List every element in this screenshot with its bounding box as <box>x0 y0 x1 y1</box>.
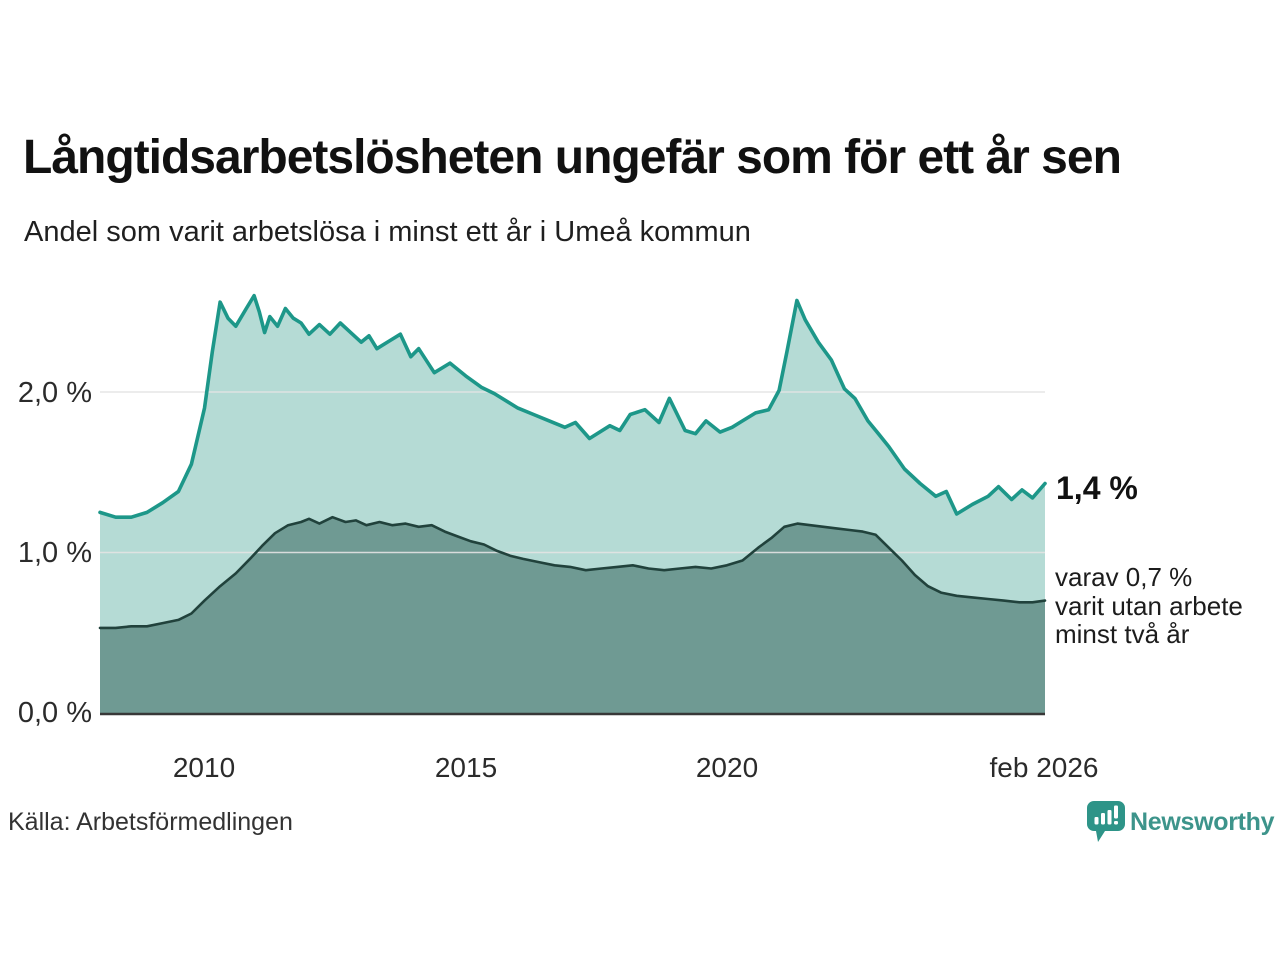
y-axis-label-2: 2,0 % <box>17 377 92 409</box>
two-year-note-line-3: minst två år <box>1055 619 1190 649</box>
newsworthy-logo-text: Newsworthy <box>1130 808 1275 836</box>
two-year-note-label: varav 0,7 % varit utan arbete minst två … <box>1055 563 1243 649</box>
x-axis-label-2015: 2015 <box>434 752 498 783</box>
page-title: Långtidsarbetslösheten ungefär som för e… <box>23 131 1122 184</box>
newsworthy-chart-bubble-icon <box>1087 801 1125 842</box>
x-axis-label-feb-2026: feb 2026 <box>989 752 1099 783</box>
y-axis-label-0: 0,0 % <box>17 697 92 729</box>
series-line-two-years <box>98 515 1047 630</box>
page-subtitle: Andel som varit arbetslösa i minst ett å… <box>24 216 751 248</box>
two-year-note-line-1: varav 0,7 % <box>1055 562 1193 592</box>
x-axis-label-2010: 2010 <box>172 752 236 783</box>
latest-total-value-label: 1,4 % <box>1056 470 1138 506</box>
x-axis-label-2020: 2020 <box>695 752 759 783</box>
y-axis-label-1: 1,0 % <box>17 537 92 569</box>
series-line-total <box>98 293 1047 520</box>
series-area-two-years <box>100 517 1045 713</box>
newsworthy-logo: Newsworthy <box>1086 800 1276 850</box>
source-label: Källa: Arbetsförmedlingen <box>8 808 293 836</box>
two-year-note-line-2: varit utan arbete <box>1055 590 1243 621</box>
